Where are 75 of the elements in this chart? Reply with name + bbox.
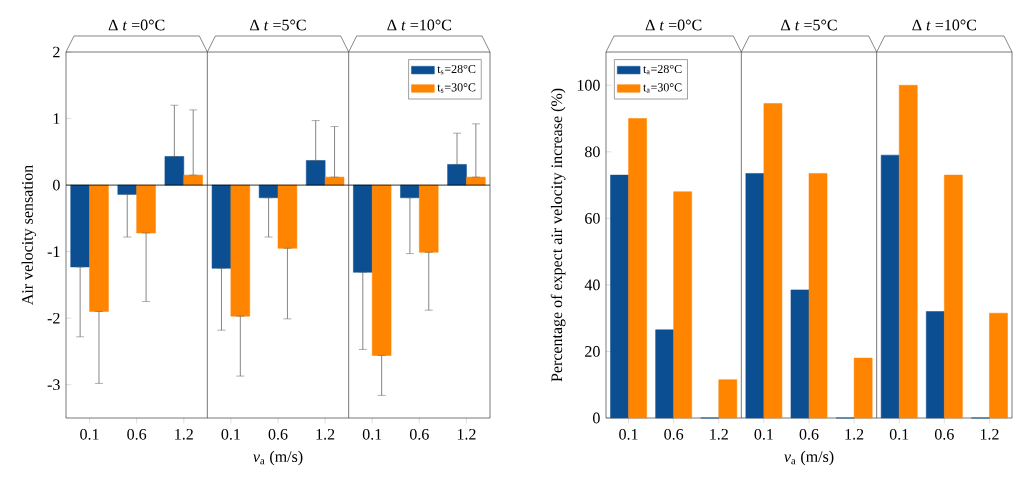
bar — [718, 379, 738, 419]
x-tick-label: 1.2 — [457, 428, 476, 440]
y-axis-title: Air velocity sensation — [21, 165, 37, 306]
y-tick-label: 80 — [585, 146, 600, 158]
x-tick-label: 1.2 — [980, 428, 999, 440]
bar — [610, 174, 629, 419]
text: Δ t =0°C — [645, 19, 702, 31]
y-tick-label: 20 — [585, 346, 600, 357]
bar — [808, 173, 828, 419]
x-tick-label: 0.1 — [889, 428, 909, 440]
bar — [371, 184, 392, 356]
x-tick-label: 1.2 — [710, 428, 728, 440]
y-tick-label: -2 — [47, 312, 60, 324]
x-tick-label: 0.1 — [362, 428, 382, 440]
bar — [419, 184, 439, 253]
y-tick-label: 100 — [577, 79, 600, 91]
bar — [136, 184, 156, 234]
legend-label: t$_{s}$=30°C — [437, 83, 476, 93]
bar — [324, 176, 345, 186]
bar — [230, 184, 251, 317]
x-tick-label: 0.6 — [127, 428, 147, 440]
y-tick-label: -1 — [47, 246, 60, 257]
x-tick-label: 0.6 — [934, 428, 954, 440]
x-tick-label: 0.6 — [268, 428, 288, 440]
y-axis-title: Percentage of expect air velocity increase (%) — [550, 88, 566, 382]
x-axis-title: v$_{a}$ (m/s) — [784, 450, 834, 466]
x-tick-label: 0.6 — [409, 428, 429, 440]
legend-label: t$_{s}$=28°C — [437, 64, 476, 75]
bar — [183, 174, 203, 186]
bar — [898, 85, 918, 419]
bar — [466, 176, 486, 186]
x-tick-label: 0.1 — [754, 428, 773, 440]
y-tick-label: -3 — [47, 379, 60, 391]
x-tick-label: 0.1 — [619, 428, 638, 440]
y-tick-label: 0 — [593, 412, 600, 424]
x-tick-label: 0.6 — [664, 428, 684, 440]
text: Δ t =5°C — [250, 19, 306, 31]
bar — [944, 174, 963, 419]
bar — [70, 184, 90, 268]
bar — [763, 103, 783, 419]
bar — [89, 184, 109, 312]
bar — [926, 311, 945, 419]
bar — [628, 118, 647, 419]
x-tick-label: 1.2 — [316, 428, 335, 440]
bar — [745, 173, 765, 419]
bar — [673, 191, 692, 419]
bar — [400, 184, 420, 199]
legend-label: t$_{a}$=30°C — [643, 83, 682, 93]
bar — [277, 184, 298, 249]
y-tick-label: 0 — [53, 179, 60, 191]
x-tick-label: 1.2 — [845, 428, 864, 440]
x-tick-label: 0.1 — [221, 428, 240, 440]
bar — [989, 312, 1008, 419]
x-tick-label: 0.6 — [799, 428, 819, 440]
text: Δ t =10°C — [912, 19, 977, 31]
x-axis-title: v$_{a}$ (m/s) — [253, 450, 303, 466]
bar — [306, 160, 326, 186]
bar — [353, 184, 373, 273]
bar — [853, 357, 873, 419]
bar — [790, 289, 810, 419]
y-tick-label: 40 — [584, 279, 600, 291]
legend-label: t$_{a}$=28°C — [643, 64, 682, 75]
text: Δ t =0°C — [108, 19, 165, 31]
bar — [880, 154, 900, 419]
bar — [447, 164, 467, 186]
text: Δ t =10°C — [387, 19, 452, 31]
bar — [211, 184, 232, 269]
y-tick-label: 2 — [53, 46, 60, 58]
x-tick-label: 0.1 — [80, 428, 99, 440]
y-tick-label: 1 — [53, 113, 60, 124]
bar — [164, 156, 185, 186]
bar — [655, 329, 674, 419]
text: Δ t =5°C — [781, 19, 837, 31]
x-tick-label: 1.2 — [175, 428, 193, 440]
y-tick-label: 60 — [585, 212, 600, 224]
